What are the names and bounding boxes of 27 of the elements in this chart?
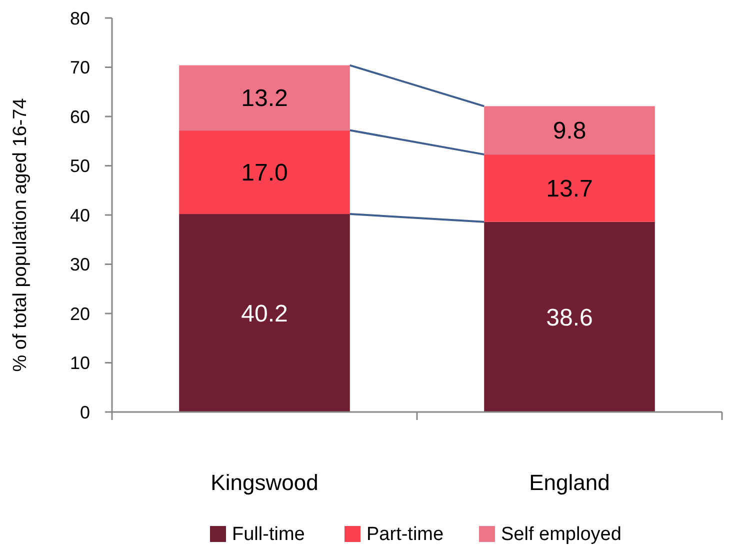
y-tick-label: 0 (80, 402, 90, 422)
y-tick-label: 60 (70, 106, 90, 127)
legend-label: Full-time (232, 524, 305, 545)
y-axis-title: % of total population aged 16-74 (10, 98, 31, 372)
data-label: 9.8 (552, 118, 586, 145)
legend-label: Part-time (366, 524, 444, 545)
data-label: 40.2 (241, 300, 288, 328)
data-label: 13.2 (241, 85, 288, 112)
y-tick-label: 50 (70, 156, 90, 176)
bar (179, 65, 350, 130)
bar (484, 222, 655, 412)
bar (484, 154, 655, 222)
y-tick-label: 80 (70, 8, 90, 28)
y-tick-label: 40 (70, 205, 90, 226)
bar (179, 214, 350, 412)
data-label: 38.6 (546, 304, 593, 332)
data-label: 17.0 (241, 160, 288, 187)
x-tick-label: England (529, 470, 610, 495)
x-tick-label: Kingswood (210, 470, 318, 495)
bar (179, 130, 350, 214)
data-label: 13.7 (546, 176, 593, 203)
legend-label: Self employed (501, 524, 622, 545)
bar (484, 106, 655, 154)
y-tick-label: 30 (70, 254, 90, 275)
y-tick-label: 20 (70, 304, 90, 324)
y-tick-label: 70 (70, 58, 90, 78)
y-tick-label: 10 (70, 353, 90, 374)
